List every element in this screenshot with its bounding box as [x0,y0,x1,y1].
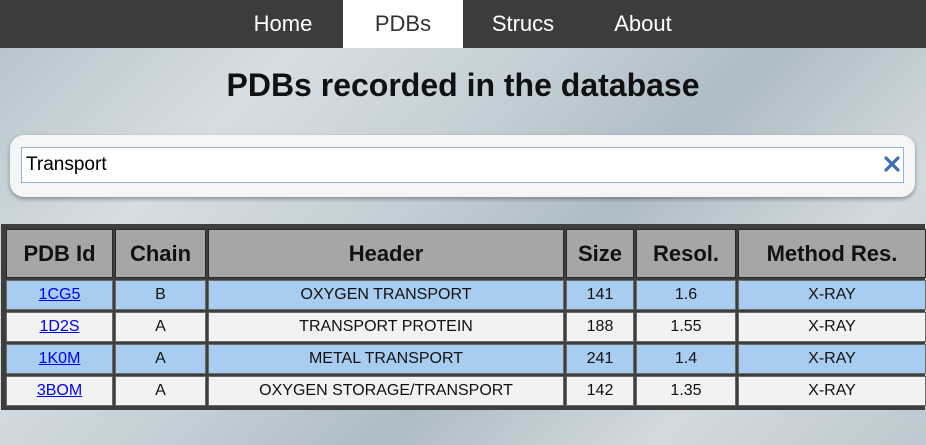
cell-resol: 1.6 [636,280,736,310]
cell-chain: A [115,344,206,374]
cell-size: 142 [566,376,634,406]
cell-resol: 1.4 [636,344,736,374]
nav-about[interactable]: About [614,11,672,36]
cell-size: 241 [566,344,634,374]
table-row: 3BOM A OXYGEN STORAGE/TRANSPORT 142 1.35… [6,376,926,406]
cell-method: X-RAY [738,312,926,342]
page-title: PDBs recorded in the database [226,67,700,103]
cell-header: TRANSPORT PROTEIN [208,312,564,342]
pdb-table-container: PDB Id Chain Header Size Resol. Method R… [1,224,926,410]
pdb-id-link[interactable]: 1CG5 [38,286,81,303]
cell-chain: A [115,376,206,406]
pdb-table: PDB Id Chain Header Size Resol. Method R… [4,227,926,408]
cell-size: 141 [566,280,634,310]
cell-header: OXYGEN STORAGE/TRANSPORT [208,376,564,406]
table-row: 1CG5 B OXYGEN TRANSPORT 141 1.6 X-RAY [6,280,926,310]
close-x-icon[interactable] [883,155,901,173]
column-header-header[interactable]: Header [208,229,564,278]
column-header-size[interactable]: Size [566,229,634,278]
cell-resol: 1.55 [636,312,736,342]
nav-pdbs[interactable]: PDBs [343,0,463,48]
nav-home[interactable]: Home [253,11,313,36]
table-row: 1D2S A TRANSPORT PROTEIN 188 1.55 X-RAY [6,312,926,342]
pdb-id-link[interactable]: 1D2S [39,318,80,335]
column-header-chain[interactable]: Chain [115,229,206,278]
cell-method: X-RAY [738,376,926,406]
cell-pdb-id: 1K0M [6,344,113,374]
column-header-method-res[interactable]: Method Res. [738,229,926,278]
pdb-id-link[interactable]: 3BOM [36,382,83,399]
cell-pdb-id: 3BOM [6,376,113,406]
cell-pdb-id: 1CG5 [6,280,113,310]
column-header-pdb-id[interactable]: PDB Id [6,229,113,278]
table-row: 1K0M A METAL TRANSPORT 241 1.4 X-RAY [6,344,926,374]
search-panel [10,135,915,197]
table-header-row: PDB Id Chain Header Size Resol. Method R… [6,229,926,278]
search-input[interactable] [21,147,904,183]
cell-chain: B [115,280,206,310]
cell-header: METAL TRANSPORT [208,344,564,374]
pdb-id-link[interactable]: 1K0M [38,350,81,367]
cell-size: 188 [566,312,634,342]
cell-method: X-RAY [738,280,926,310]
cell-resol: 1.35 [636,376,736,406]
cell-method: X-RAY [738,344,926,374]
top-nav: Home PDBs Strucs About [0,0,926,48]
nav-strucs[interactable]: Strucs [491,11,555,36]
cell-chain: A [115,312,206,342]
cell-pdb-id: 1D2S [6,312,113,342]
column-header-resol[interactable]: Resol. [636,229,736,278]
cell-header: OXYGEN TRANSPORT [208,280,564,310]
